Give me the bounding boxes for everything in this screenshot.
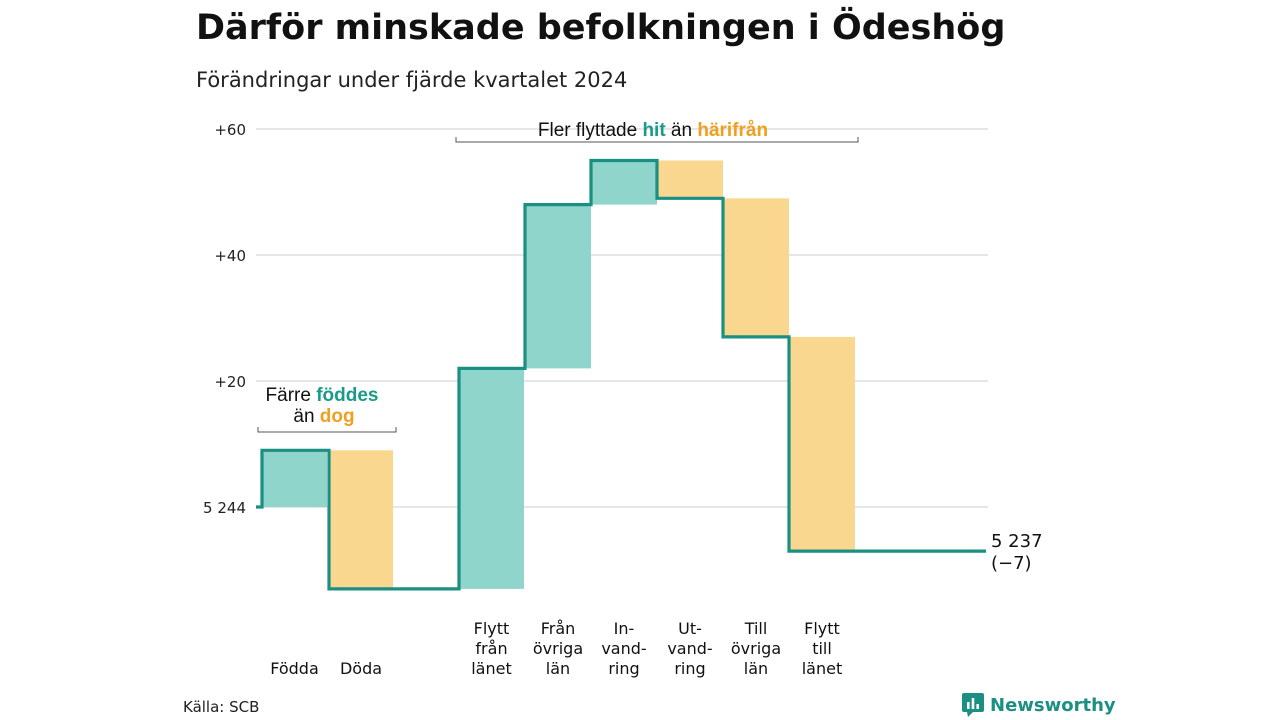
waterfall-chart: 5 244 +20 +40 +60 Födda Döda Flytt från länet Fr… [203, 120, 1043, 678]
chart-title: Därför minskade befolkningen i Ödeshög [196, 8, 1006, 48]
bar-4 [525, 204, 591, 369]
brand-name: Newsworthy [990, 694, 1116, 716]
annotation-births-deaths-line2: än dog [293, 406, 354, 427]
newsworthy-icon [962, 693, 984, 717]
chart-subtitle: Förändringar under fjärde kvartalet 2024 [196, 68, 628, 92]
y-tick-label: +20 [214, 373, 246, 391]
annotation-births-deaths-line1: Färre föddes [266, 385, 379, 406]
brand-logo: Newsworthy [962, 693, 1116, 717]
end-labels: 5 237(−7) [991, 531, 1043, 574]
bracket-migration [455, 137, 859, 143]
cumulative-step-line [256, 158, 986, 591]
bar-3 [459, 368, 524, 589]
bar-7 [723, 198, 789, 337]
bar-2 [329, 450, 393, 589]
category-labels: Födda Döda Flytt från länet Från övriga län In-v… [270, 619, 842, 678]
category-label: Till övriga län [731, 619, 781, 678]
category-label: Ut-vand-ring [667, 619, 712, 678]
bracket-births-deaths [257, 427, 397, 433]
y-axis-ticks: 5 244 +20 +40 +60 [203, 121, 246, 517]
y-tick-label: 5 244 [203, 499, 246, 517]
net-change-label: (−7) [991, 553, 1032, 574]
category-label: Döda [340, 659, 382, 678]
source-note: Källa: SCB [183, 698, 260, 716]
category-label: Födda [270, 659, 319, 678]
bar-8 [789, 336, 855, 552]
category-label: Flytt till länet [802, 619, 843, 678]
annotation-migration: Fler flyttade hit än härifrån [538, 120, 768, 141]
y-tick-label: +60 [214, 121, 246, 139]
end-value-label: 5 237 [991, 531, 1043, 552]
bar-5 [591, 160, 657, 205]
category-label: In-vand-ring [601, 619, 646, 678]
y-tick-label: +40 [214, 247, 246, 265]
bar-1 [262, 450, 327, 507]
bar-6 [657, 160, 723, 199]
bars [262, 160, 855, 589]
category-label: Flytt från länet [471, 619, 512, 678]
step-line [256, 158, 986, 591]
category-label: Från övriga län [533, 619, 583, 678]
